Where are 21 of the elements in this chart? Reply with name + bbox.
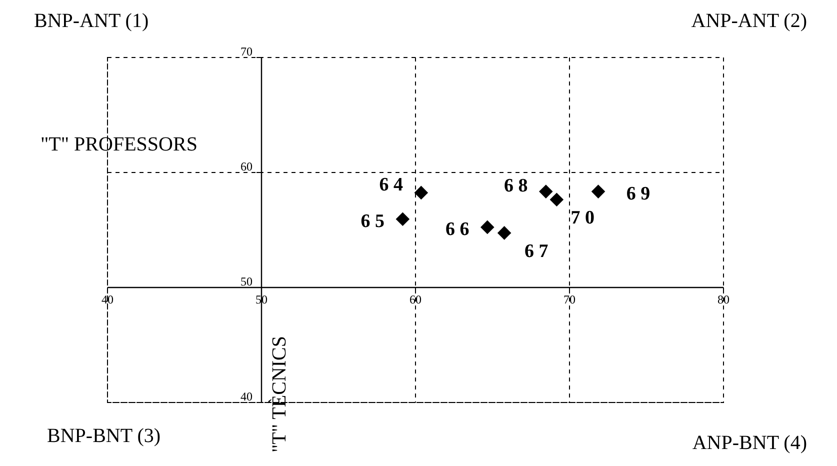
annotation: 6 6 <box>446 219 470 240</box>
text: ANP-ANT (2) <box>691 10 807 33</box>
x-tick-label: 40 <box>102 292 114 306</box>
text: BNP-ANT (1) <box>34 10 149 33</box>
x-axis-title: "T" PROFESSORS <box>40 134 198 156</box>
annotation: 7 0 <box>570 208 595 229</box>
text: BNP-BNT (3) <box>47 425 161 448</box>
annotation: 6 7 <box>524 240 549 262</box>
x-tick-label: 70 <box>564 292 576 306</box>
annotation: 6 4 <box>379 174 404 196</box>
y-tick-label: 50 <box>240 274 252 288</box>
y-tick-label: 40 <box>240 390 252 404</box>
y-axis-title: "T" TÈCNICS <box>268 336 290 452</box>
annotation: 6 8 <box>504 176 528 197</box>
y-tick-label: 60 <box>240 160 252 174</box>
y-tick-label: 70 <box>240 44 252 58</box>
annotation: 6 9 <box>626 184 650 205</box>
x-tick-label: 80 <box>718 292 730 306</box>
text: ANP-BNT (4) <box>692 432 807 455</box>
annotation: 6 5 <box>360 211 385 232</box>
x-tick-label: 60 <box>410 292 422 306</box>
